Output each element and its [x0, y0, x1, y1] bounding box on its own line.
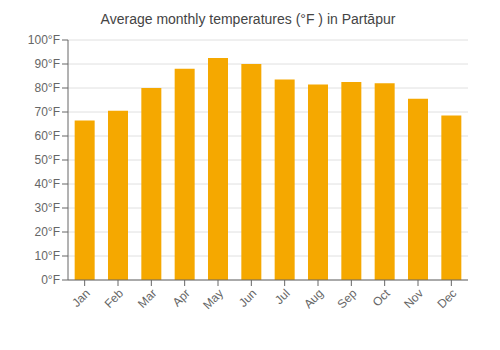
- svg-text:100°F: 100°F: [28, 33, 60, 47]
- svg-text:Sep: Sep: [334, 286, 359, 311]
- html-text:Average monthly temperatures (: Average monthly temperatures (°F ) in Pa…: [100, 11, 396, 27]
- svg-text:0°F: 0°F: [41, 273, 60, 287]
- svg-text:20°F: 20°F: [35, 225, 60, 239]
- svg-text:40°F: 40°F: [35, 177, 60, 191]
- svg-text:Jan: Jan: [69, 286, 93, 310]
- svg-text:Dec: Dec: [434, 286, 459, 311]
- svg-text:Jun: Jun: [236, 286, 260, 310]
- svg-text:Mar: Mar: [135, 286, 160, 311]
- svg-text:30°F: 30°F: [35, 201, 60, 215]
- svg-text:90°F: 90°F: [35, 57, 60, 71]
- svg-text:Apr: Apr: [170, 286, 193, 309]
- svg-text:Feb: Feb: [102, 286, 127, 311]
- svg-text:Oct: Oct: [370, 286, 394, 310]
- svg-text:May: May: [200, 286, 226, 312]
- svg-text:60°F: 60°F: [35, 129, 60, 143]
- svg-text:10°F: 10°F: [35, 249, 60, 263]
- svg-text:70°F: 70°F: [35, 105, 60, 119]
- svg-text:Nov: Nov: [401, 286, 426, 311]
- svg-text:80°F: 80°F: [35, 81, 60, 95]
- svg-text:Jul: Jul: [272, 286, 293, 307]
- svg-text:50°F: 50°F: [35, 153, 60, 167]
- svg-text:Aug: Aug: [301, 286, 326, 311]
